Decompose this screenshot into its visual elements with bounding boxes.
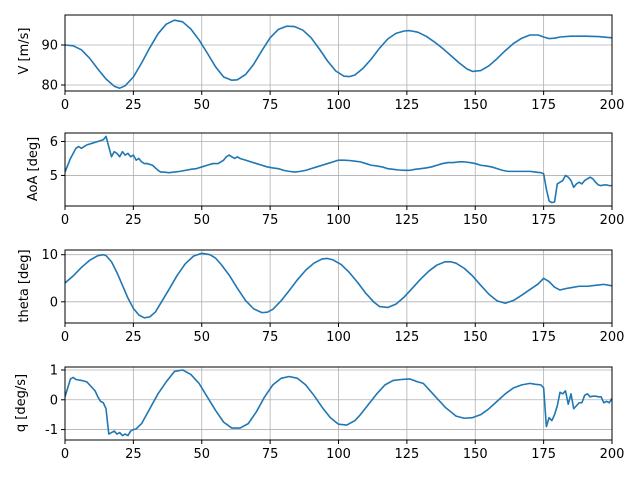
x-tick-label: 25 xyxy=(125,213,142,228)
x-tick-label: 25 xyxy=(125,98,142,113)
x-tick-label: 125 xyxy=(394,98,419,113)
x-tick-label: 200 xyxy=(600,98,625,113)
series-line-pitch-angle xyxy=(65,252,612,319)
panel-pitch-angle: theta [deg] 0 25 50 75 100 125 150 175 200 0 10 xyxy=(17,248,624,345)
y-tick-label: 90 xyxy=(41,39,58,54)
x-tick-label: 125 xyxy=(394,330,419,345)
x-tick-label: 0 xyxy=(61,447,69,462)
x-tick-label: 75 xyxy=(262,447,279,462)
x-tick-label: 175 xyxy=(531,213,556,228)
axes-frame xyxy=(64,132,613,207)
x-tick-label: 0 xyxy=(61,330,69,345)
x-tick-label: 100 xyxy=(326,98,351,113)
x-tick-label: 150 xyxy=(463,213,488,228)
axes-frame xyxy=(64,249,613,324)
ylabel-airspeed: V [m/s] xyxy=(17,28,32,75)
ylabel-pitch-rate: q [deg/s] xyxy=(14,374,29,432)
x-tick-label: 50 xyxy=(193,330,210,345)
x-tick-label: 175 xyxy=(531,447,556,462)
x-tick-label: 0 xyxy=(61,213,69,228)
x-tick-label: 50 xyxy=(193,447,210,462)
panel-pitch-rate: q [deg/s] 0 25 50 75 100 125 150 175 200-101 xyxy=(14,363,624,462)
panel-airspeed: V [m/s] 0 25 50 75 100 125 150 175 200 80 90 xyxy=(17,14,625,113)
y-tick-label: -1 xyxy=(45,423,58,438)
x-tick-label: 75 xyxy=(262,98,279,113)
y-tick-label: 80 xyxy=(41,79,58,94)
x-tick-label: 200 xyxy=(600,213,625,228)
y-tick-label: 1 xyxy=(50,363,58,378)
x-tick-label: 175 xyxy=(531,98,556,113)
x-tick-label: 50 xyxy=(193,213,210,228)
x-tick-label: 150 xyxy=(463,447,488,462)
x-tick-label: 50 xyxy=(193,98,210,113)
x-tick-label: 25 xyxy=(125,330,142,345)
x-tick-label: 200 xyxy=(600,447,625,462)
x-tick-label: 25 xyxy=(125,447,142,462)
x-tick-label: 100 xyxy=(326,330,351,345)
axes-frame xyxy=(64,366,613,441)
y-tick-label: 10 xyxy=(41,248,58,263)
series-line-pitch-rate xyxy=(65,369,612,437)
axes-frame xyxy=(64,14,613,92)
x-tick-label: 75 xyxy=(262,330,279,345)
series-line-angle-of-attack xyxy=(65,135,612,204)
x-tick-label: 150 xyxy=(463,330,488,345)
y-tick-label: 6 xyxy=(50,135,58,150)
x-tick-label: 100 xyxy=(326,213,351,228)
x-tick-label: 75 xyxy=(262,213,279,228)
panel-angle-of-attack: AoA [deg] 0 25 50 75 100 125 150 175 200 5 6 xyxy=(26,132,625,228)
y-tick-label: 0 xyxy=(50,393,58,408)
x-tick-label: 175 xyxy=(531,330,556,345)
x-tick-label: 125 xyxy=(394,447,419,462)
x-tick-label: 100 xyxy=(326,447,351,462)
x-tick-label: 0 xyxy=(61,98,69,113)
x-tick-label: 125 xyxy=(394,213,419,228)
x-tick-label: 200 xyxy=(600,330,625,345)
x-tick-label: 150 xyxy=(463,98,488,113)
ylabel-angle-of-attack: AoA [deg] xyxy=(26,137,41,201)
series-line-airspeed xyxy=(65,19,612,89)
y-tick-label: 5 xyxy=(50,169,58,184)
y-tick-label: 0 xyxy=(50,295,58,310)
ylabel-pitch-angle: theta [deg] xyxy=(17,249,32,322)
